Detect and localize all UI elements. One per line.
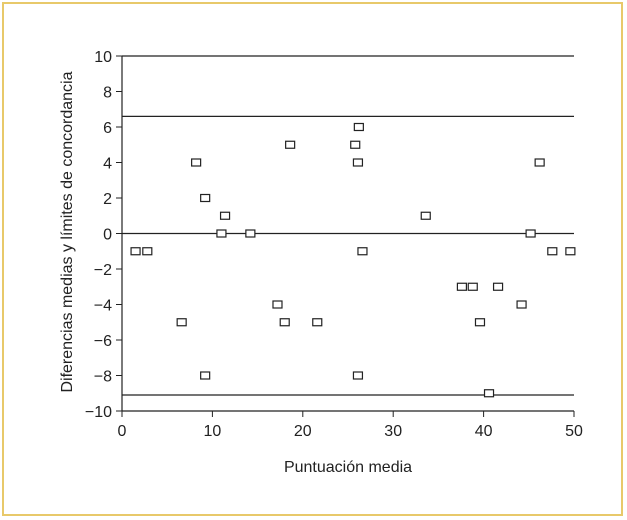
data-point — [353, 159, 362, 166]
data-point — [421, 212, 430, 219]
data-point — [221, 212, 230, 219]
y-tick-label: −4 — [94, 298, 112, 315]
x-tick-label: 30 — [384, 423, 402, 440]
data-point — [494, 283, 503, 290]
data-point — [201, 372, 210, 379]
data-point — [517, 301, 526, 308]
data-point — [526, 230, 535, 237]
reference-lines — [122, 116, 574, 395]
x-tick-label: 50 — [565, 423, 583, 440]
data-point — [457, 283, 466, 290]
data-point — [201, 195, 210, 202]
y-tick-label: −10 — [85, 404, 112, 421]
data-point — [246, 230, 255, 237]
data-point — [353, 372, 362, 379]
data-point — [548, 248, 557, 255]
data-point — [177, 319, 186, 326]
x-tick-label: 20 — [294, 423, 312, 440]
data-point — [485, 390, 494, 397]
y-tick-label: −8 — [94, 369, 112, 386]
y-tick-label: 6 — [103, 120, 112, 137]
y-tick-label: 8 — [103, 85, 112, 102]
x-tick-label: 10 — [204, 423, 222, 440]
data-point — [280, 319, 289, 326]
y-tick-label: 4 — [103, 156, 112, 173]
data-point — [354, 124, 363, 131]
y-tick-label: −2 — [94, 262, 112, 279]
data-point — [475, 319, 484, 326]
axes — [116, 56, 574, 417]
data-point — [535, 159, 544, 166]
data-point — [313, 319, 322, 326]
data-point — [358, 248, 367, 255]
tick-labels: −10 −8 −6 −4 −2 0 2 4 6 8 10 0 10 20 30 40 50 — [85, 49, 583, 440]
data-point — [286, 141, 295, 148]
data-point — [273, 301, 282, 308]
y-tick-label: 2 — [103, 191, 112, 208]
data-point — [217, 230, 226, 237]
x-tick-label: 40 — [475, 423, 493, 440]
x-tick-label: 0 — [118, 423, 127, 440]
data-point — [143, 248, 152, 255]
y-tick-label: −6 — [94, 333, 112, 350]
data-points — [131, 124, 575, 397]
y-tick-label: 0 — [103, 227, 112, 244]
x-axis-title: Puntuación media — [284, 459, 412, 476]
y-tick-label: 10 — [94, 49, 112, 66]
data-point — [566, 248, 575, 255]
data-point — [351, 141, 360, 148]
y-axis-title: Diferencias medias y límites de concorda… — [59, 71, 76, 392]
data-point — [131, 248, 140, 255]
data-point — [468, 283, 477, 290]
data-point — [192, 159, 201, 166]
